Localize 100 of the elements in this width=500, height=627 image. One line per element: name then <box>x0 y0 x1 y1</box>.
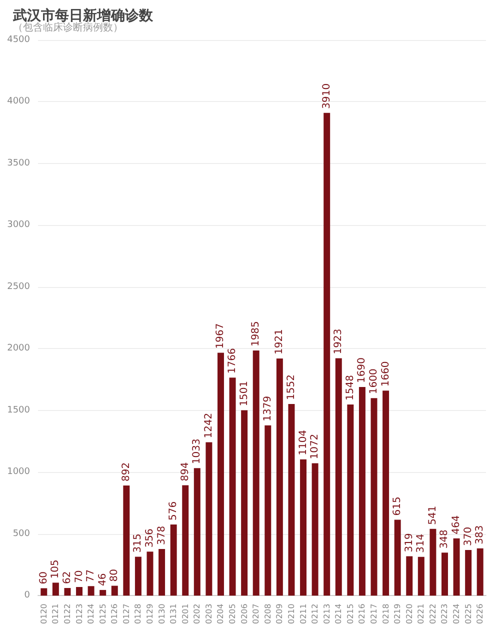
data-label: 1242 <box>203 412 214 438</box>
data-label: 1923 <box>333 328 344 354</box>
bar <box>430 528 436 596</box>
data-label: 319 <box>404 533 415 552</box>
x-tick-label: 0222 <box>428 604 438 624</box>
y-tick-label: 4000 <box>7 96 30 107</box>
data-label: 1548 <box>344 375 356 400</box>
x-tick-label: 0221 <box>416 604 426 624</box>
x-tick-label: 0206 <box>240 604 249 624</box>
bar <box>194 468 200 596</box>
bar <box>158 548 166 596</box>
x-tick-label: 0208 <box>263 604 272 624</box>
data-label: 894 <box>180 462 191 482</box>
x-tick-label: 0207 <box>252 604 261 624</box>
data-label: 77 <box>86 569 97 582</box>
data-label: 60 <box>38 572 50 584</box>
x-tick-label: 0226 <box>476 604 485 624</box>
data-label: 3910 <box>321 83 332 109</box>
data-label: 314 <box>416 534 427 553</box>
x-tick-label: 0216 <box>358 604 367 624</box>
data-label: 1552 <box>286 374 297 400</box>
data-label: 1379 <box>262 396 274 422</box>
data-label: 46 <box>97 573 108 586</box>
data-label: 1766 <box>227 348 238 374</box>
bar <box>252 350 260 596</box>
bar <box>441 552 448 596</box>
x-tick-label: 0203 <box>204 604 214 624</box>
bar <box>217 352 224 596</box>
y-tick-label: 2500 <box>7 282 30 292</box>
bar <box>358 386 366 596</box>
bar <box>476 548 484 596</box>
x-tick-label: 0215 <box>346 604 355 624</box>
bar <box>123 486 130 596</box>
y-tick-label: 4500 <box>7 35 30 45</box>
x-tick-label: 0217 <box>370 604 378 624</box>
data-label: 383 <box>474 525 486 544</box>
x-tick-label: 0123 <box>74 604 84 624</box>
x-tick-label: 0126 <box>110 604 120 624</box>
bar <box>418 556 424 596</box>
x-tick-label: 0204 <box>216 604 226 624</box>
bar <box>241 410 248 596</box>
bar <box>206 442 212 596</box>
bar <box>324 112 330 596</box>
bar <box>347 404 354 596</box>
data-label: 70 <box>74 570 85 583</box>
x-tick-label: 0209 <box>275 604 284 624</box>
data-label: 1104 <box>298 430 309 456</box>
bar <box>370 398 378 596</box>
bar <box>111 586 118 596</box>
x-tick-label: 0223 <box>440 604 450 624</box>
data-label: 892 <box>120 462 132 482</box>
y-tick-label: 0 <box>24 590 30 601</box>
y-tick-label: 500 <box>12 528 30 539</box>
bar <box>134 556 142 596</box>
data-label: 615 <box>392 496 404 516</box>
bar <box>264 425 272 596</box>
y-tick-label: 3000 <box>7 220 30 230</box>
data-label: 1921 <box>274 328 286 354</box>
data-label: 1660 <box>380 361 392 387</box>
y-tick-label: 1500 <box>7 405 30 416</box>
x-tick-label: 0128 <box>134 604 143 624</box>
bar <box>146 552 154 596</box>
x-tick-label: 0127 <box>122 604 131 624</box>
data-label: 105 <box>50 560 62 579</box>
data-label: 1690 <box>356 358 368 383</box>
bar <box>52 582 59 596</box>
data-label: 464 <box>451 515 462 534</box>
bar <box>465 550 472 596</box>
x-tick-label: 0214 <box>334 604 344 624</box>
x-tick-label: 0224 <box>452 604 462 624</box>
data-label: 62 <box>62 571 73 584</box>
data-label: 1501 <box>238 380 250 406</box>
x-tick-label: 0219 <box>393 604 402 624</box>
data-label: 1600 <box>368 368 380 394</box>
data-label: 348 <box>439 530 450 549</box>
x-tick-label: 0130 <box>157 604 166 624</box>
bar <box>229 378 236 596</box>
x-tick-label: 0212 <box>310 604 320 624</box>
x-tick-label: 0121 <box>51 604 60 624</box>
data-label: 80 <box>109 569 120 582</box>
data-label: 576 <box>168 501 180 521</box>
bar <box>453 538 460 596</box>
y-tick-label: 2000 <box>7 344 30 354</box>
data-label: 370 <box>462 526 474 546</box>
y-tick-label: 3500 <box>7 158 30 168</box>
bar <box>312 463 318 596</box>
bar <box>76 586 83 596</box>
data-label: 1033 <box>192 438 203 464</box>
x-tick-label: 0120 <box>39 604 48 624</box>
bar <box>88 586 94 596</box>
x-tick-label: 0129 <box>146 604 154 624</box>
x-tick-label: 0220 <box>404 604 414 624</box>
bar <box>276 358 283 596</box>
x-tick-label: 0131 <box>169 604 178 624</box>
data-label: 1985 <box>250 321 262 347</box>
bar <box>40 588 48 596</box>
bar <box>288 404 295 596</box>
data-label: 315 <box>132 534 144 553</box>
data-label: 541 <box>427 506 438 525</box>
chart-title: 武汉市每日新增确诊数 <box>12 7 154 24</box>
